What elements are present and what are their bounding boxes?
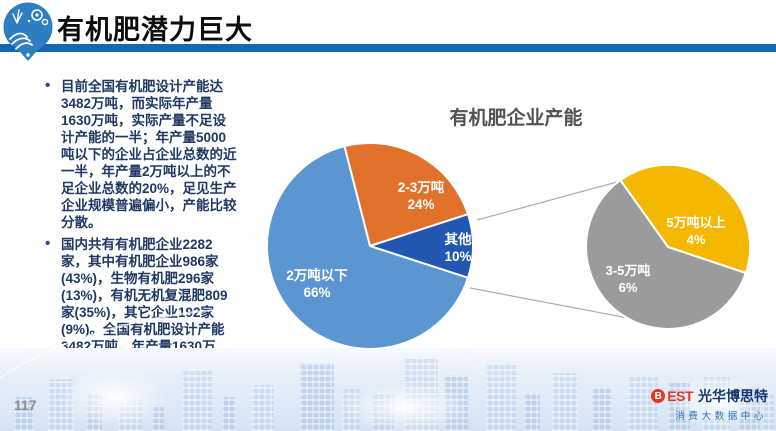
chart-title: 有机肥企业产能 [449, 108, 583, 129]
page-number: 117 [14, 397, 37, 413]
pie-slice [343, 141, 469, 247]
best-logo-b-icon: B [651, 389, 666, 403]
header-divider-bar [0, 44, 776, 52]
balloon-tip-dot [26, 53, 30, 57]
building-silhouette [300, 363, 334, 431]
pie-slice [619, 163, 752, 274]
wheat-icon [12, 9, 23, 24]
bullet-text-block: 目前全国有机肥设计产能达3482万吨，而实际年产量1630万吨，实际产量不足设计… [44, 77, 250, 377]
pie-slice-label: 5万吨以上 4% [666, 215, 726, 247]
pie-slice-label: 2-3万吨 24% [397, 180, 445, 212]
best-logo-est: EST [667, 388, 693, 404]
building-silhouette [592, 387, 612, 431]
building-silhouette [14, 397, 34, 431]
footer-company-subtitle: 消费大数据中心 [675, 411, 767, 422]
gear-icon [27, 9, 49, 26]
pie-slice-label: 2万吨以下 66% [286, 268, 348, 300]
building-silhouette [552, 373, 578, 431]
footer-company-name: 光华博思特 [698, 388, 768, 404]
pie-slice [585, 179, 747, 330]
building-silhouette [252, 385, 274, 431]
building-silhouette [524, 393, 540, 431]
building-silhouette [222, 397, 236, 431]
brand-balloon-logo-icon [3, 2, 53, 61]
building-silhouette [486, 365, 516, 431]
field-furrows-icon [9, 32, 33, 50]
building-silhouette [628, 375, 658, 431]
bullet-item: 国内共有有机肥企业2282家，其中有机肥企业986家(43%)，生物有机肥296… [44, 235, 237, 372]
pie-connector-line [476, 181, 618, 221]
page-title: 有机肥潜力巨大 [57, 15, 253, 45]
light-glow [60, 368, 170, 428]
bullet-item: 目前全国有机肥设计产能达3482万吨，而实际年产量1630万吨，实际产量不足设计… [44, 77, 237, 231]
pie-slice [266, 145, 469, 350]
building-silhouette [182, 371, 212, 431]
cityscape-background [0, 280, 776, 431]
light-glow [668, 374, 768, 428]
footer-brand-logo: B EST 光华博思特 消费大数据中心 [651, 386, 768, 422]
pie-slice-label: 3-5万吨 6% [605, 263, 651, 295]
pie-slice-label: 其他 10% [444, 232, 472, 264]
light-glow [340, 382, 470, 431]
